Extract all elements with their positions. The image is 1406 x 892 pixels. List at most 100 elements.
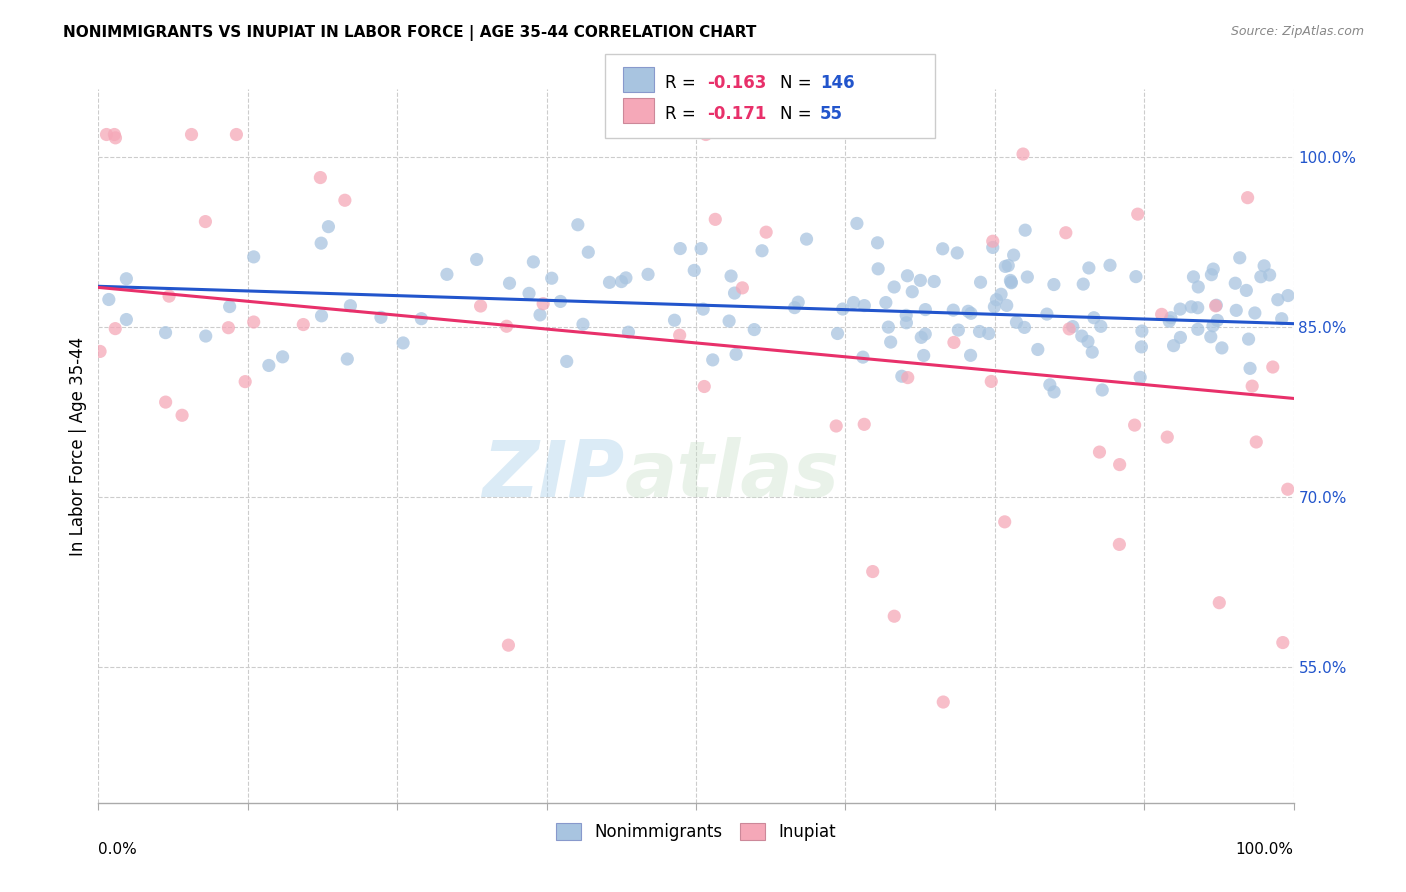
Point bbox=[318, 219, 340, 234]
Point bbox=[292, 318, 315, 332]
Point bbox=[498, 638, 520, 652]
Point bbox=[853, 417, 876, 432]
Point bbox=[868, 261, 890, 276]
Point bbox=[1205, 299, 1227, 313]
Point bbox=[157, 289, 180, 303]
Point bbox=[994, 515, 1017, 529]
Point bbox=[842, 295, 865, 310]
Point bbox=[392, 335, 415, 350]
Point bbox=[1160, 310, 1182, 325]
Point bbox=[1205, 298, 1227, 312]
Point bbox=[959, 348, 981, 362]
Point bbox=[852, 350, 875, 364]
Text: N =: N = bbox=[780, 105, 817, 123]
Text: 0.0%: 0.0% bbox=[98, 842, 138, 857]
Point bbox=[333, 194, 356, 208]
Point bbox=[957, 304, 980, 318]
Point bbox=[1168, 302, 1191, 317]
Point bbox=[1277, 482, 1299, 496]
Point bbox=[540, 271, 562, 285]
Point bbox=[1123, 418, 1146, 433]
Point bbox=[914, 302, 936, 317]
Point bbox=[702, 352, 724, 367]
Point bbox=[1202, 262, 1225, 277]
Point bbox=[969, 275, 991, 289]
Point bbox=[862, 565, 884, 579]
Point bbox=[845, 216, 868, 230]
Point bbox=[1088, 445, 1111, 459]
Point bbox=[1043, 277, 1066, 292]
Point bbox=[1077, 334, 1099, 349]
Point bbox=[1091, 383, 1114, 397]
Point bbox=[1090, 319, 1112, 334]
Text: 146: 146 bbox=[820, 74, 855, 92]
Point bbox=[155, 326, 177, 340]
Point bbox=[598, 276, 620, 290]
Point bbox=[896, 316, 918, 330]
Point bbox=[1202, 318, 1225, 333]
Point bbox=[1070, 329, 1092, 343]
Point bbox=[751, 244, 773, 258]
Point bbox=[1206, 313, 1229, 327]
Point bbox=[1077, 260, 1099, 275]
Point bbox=[1229, 251, 1251, 265]
Point bbox=[914, 326, 936, 341]
Point bbox=[896, 268, 918, 283]
Point bbox=[1000, 273, 1022, 287]
Text: R =: R = bbox=[665, 105, 702, 123]
Point bbox=[932, 695, 955, 709]
Point bbox=[104, 321, 127, 335]
Point bbox=[718, 314, 741, 328]
Point bbox=[704, 212, 727, 227]
Point bbox=[946, 246, 969, 260]
Point bbox=[1208, 596, 1230, 610]
Point bbox=[233, 375, 256, 389]
Point bbox=[912, 349, 935, 363]
Point bbox=[1182, 269, 1205, 284]
Point bbox=[1246, 435, 1268, 450]
Point bbox=[1241, 379, 1264, 393]
Point bbox=[217, 320, 239, 334]
Point bbox=[1236, 191, 1258, 205]
Point bbox=[948, 323, 970, 337]
Point bbox=[339, 299, 361, 313]
Point bbox=[529, 308, 551, 322]
Point bbox=[1237, 332, 1260, 346]
Point bbox=[875, 295, 897, 310]
Point bbox=[531, 296, 554, 310]
Point bbox=[1211, 341, 1233, 355]
Point bbox=[1000, 276, 1022, 290]
Text: R =: R = bbox=[665, 74, 702, 92]
Point bbox=[115, 271, 138, 285]
Point bbox=[567, 218, 589, 232]
Point bbox=[257, 359, 280, 373]
Point bbox=[1002, 248, 1025, 262]
Point bbox=[637, 268, 659, 282]
Point bbox=[1239, 361, 1261, 376]
Point bbox=[1159, 314, 1181, 328]
Point bbox=[225, 128, 247, 142]
Point bbox=[218, 300, 240, 314]
Point bbox=[1005, 315, 1028, 329]
Point bbox=[901, 285, 924, 299]
Point bbox=[994, 260, 1017, 274]
Point bbox=[1130, 324, 1153, 338]
Point bbox=[1201, 268, 1223, 282]
Point bbox=[977, 326, 1000, 341]
Point bbox=[853, 299, 876, 313]
Point bbox=[960, 306, 983, 320]
Text: 100.0%: 100.0% bbox=[1236, 842, 1294, 857]
Point bbox=[309, 170, 332, 185]
Point bbox=[610, 275, 633, 289]
Point bbox=[1277, 288, 1299, 302]
Point bbox=[1180, 300, 1202, 314]
Point bbox=[498, 277, 520, 291]
Point bbox=[866, 235, 889, 250]
Point bbox=[172, 409, 194, 423]
Text: ZIP: ZIP bbox=[482, 436, 624, 513]
Text: atlas: atlas bbox=[624, 436, 839, 513]
Point bbox=[755, 225, 778, 239]
Text: Source: ZipAtlas.com: Source: ZipAtlas.com bbox=[1230, 25, 1364, 38]
Point bbox=[336, 351, 359, 366]
Point bbox=[690, 242, 713, 256]
